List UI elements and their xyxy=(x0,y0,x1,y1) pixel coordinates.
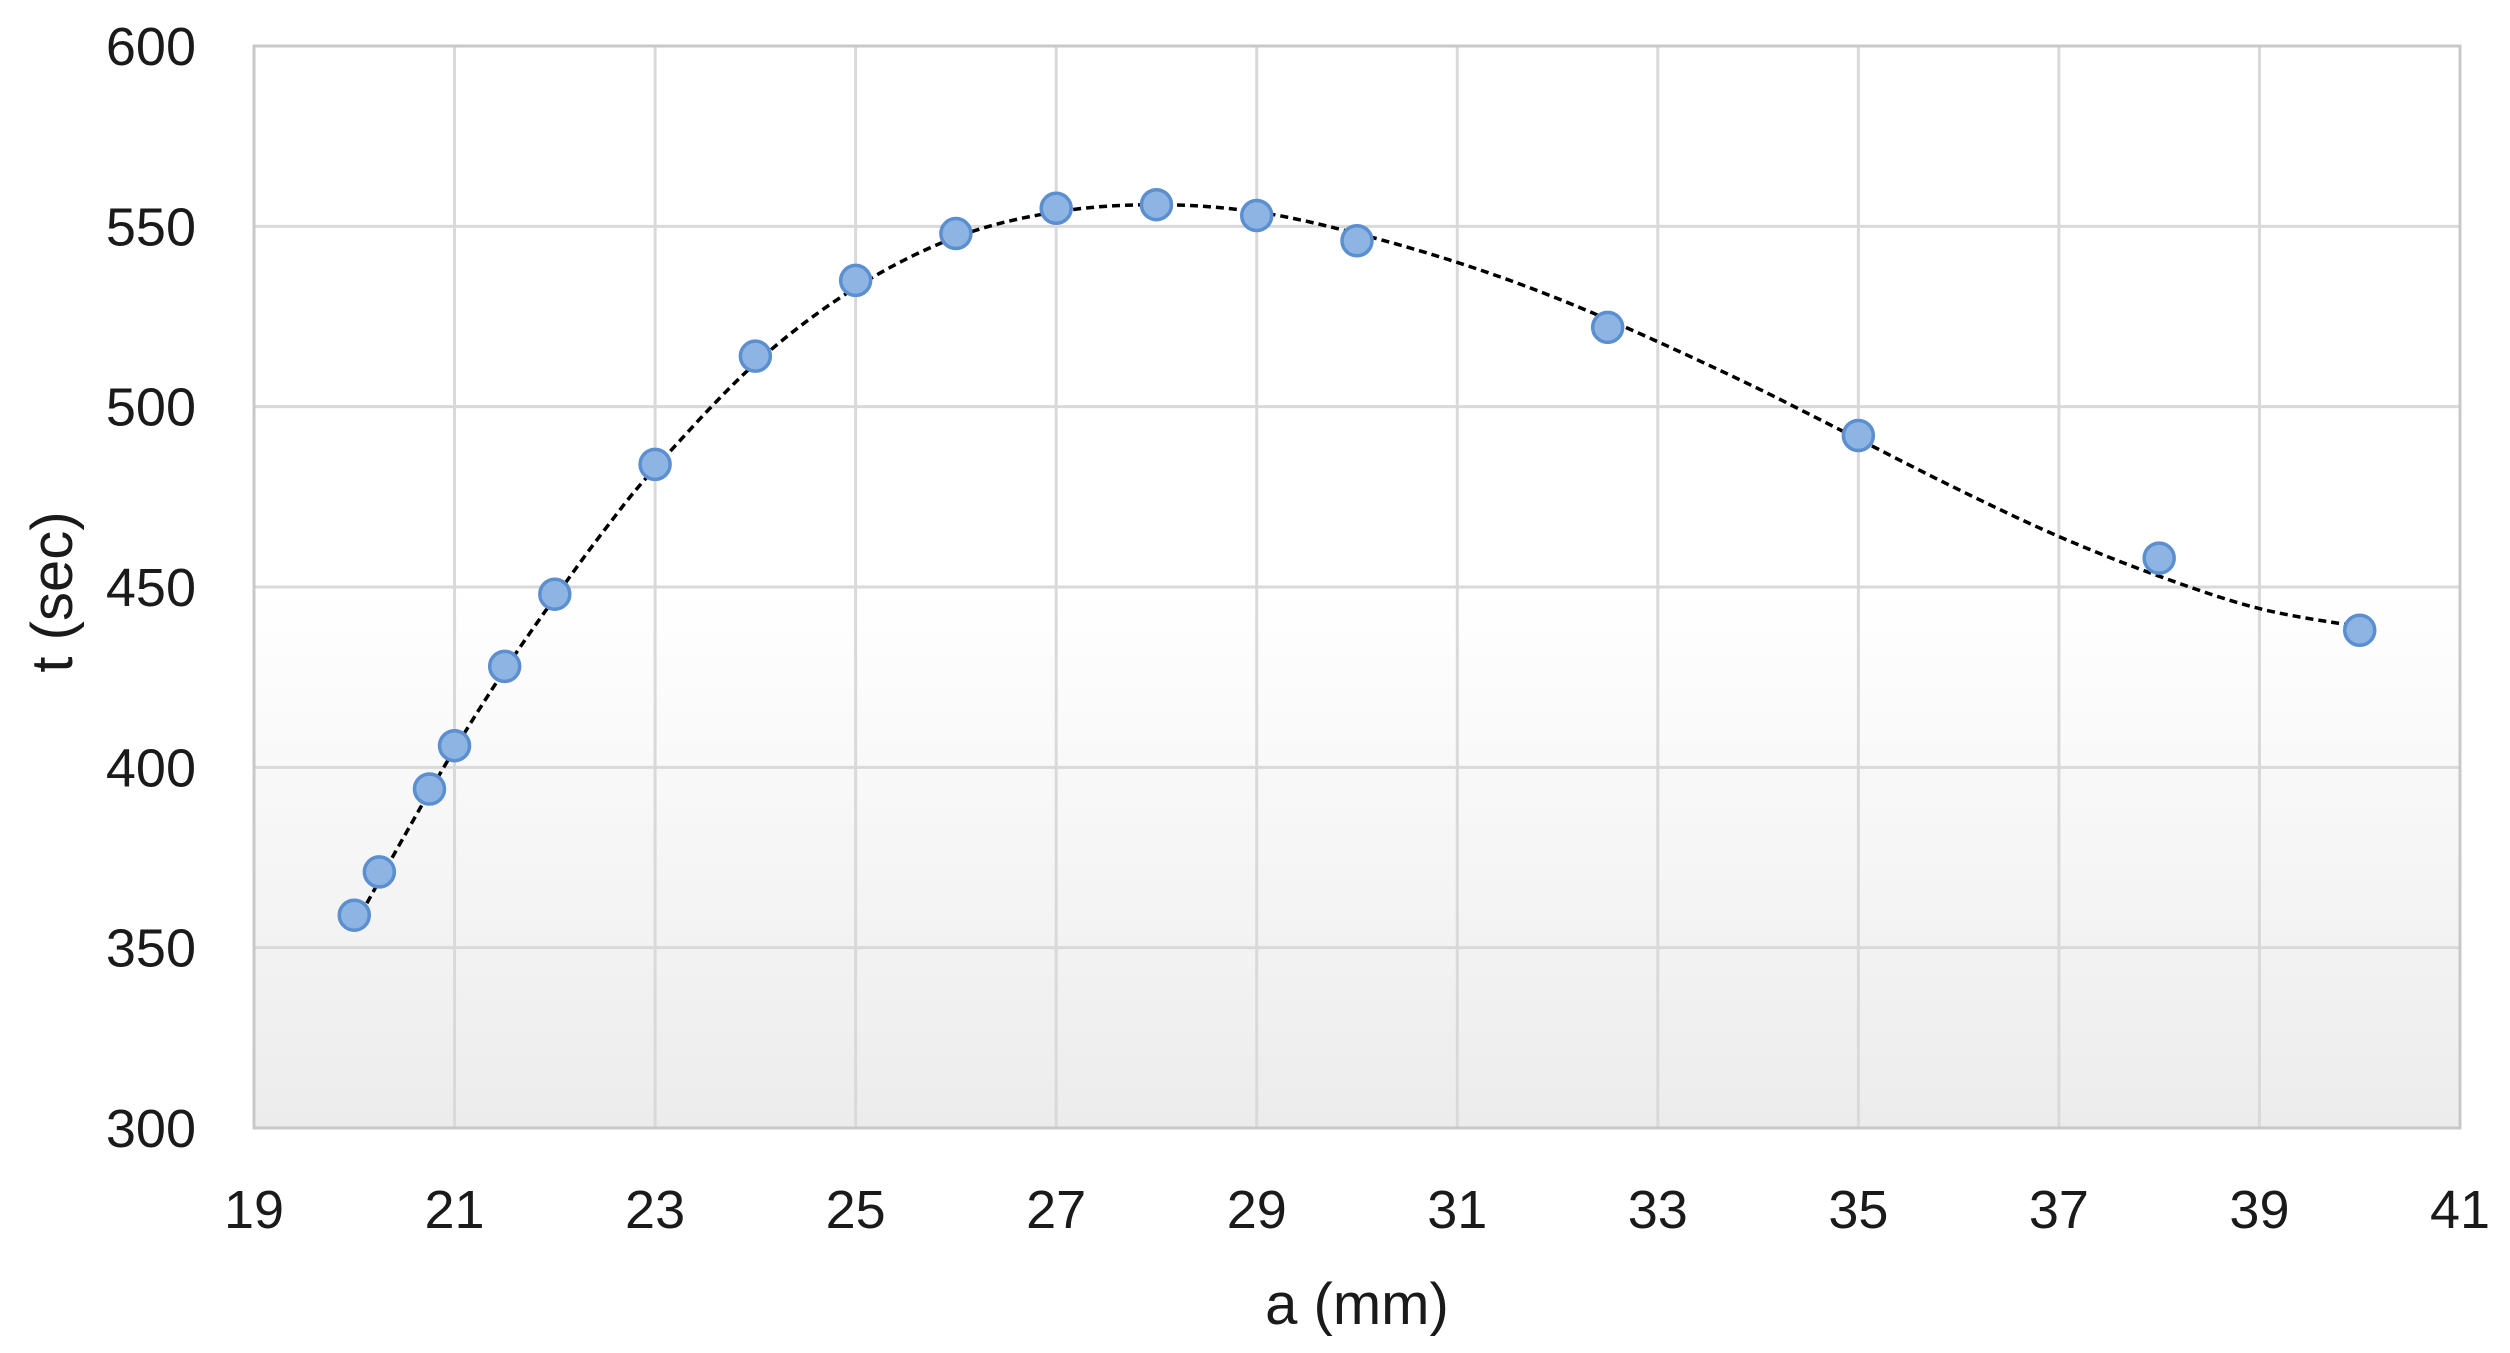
data-point xyxy=(362,855,397,889)
x-tick-label: 31 xyxy=(1427,1180,1487,1240)
y-tick-label: 450 xyxy=(106,558,196,618)
y-axis-ticks: 300 350 400 450 500 550 600 xyxy=(106,17,196,1159)
x-tick-label: 41 xyxy=(2430,1180,2490,1240)
data-point xyxy=(2142,541,2176,575)
y-tick-label: 300 xyxy=(106,1099,196,1159)
data-point xyxy=(1340,224,1374,258)
x-axis-ticks: 19 21 23 25 27 29 31 33 35 37 39 41 xyxy=(224,1180,2490,1240)
x-tick-label: 21 xyxy=(425,1180,485,1240)
x-tick-label: 19 xyxy=(224,1180,284,1240)
y-axis-title: t (sec) xyxy=(20,511,85,672)
y-tick-label: 350 xyxy=(106,919,196,979)
data-point xyxy=(437,728,472,763)
x-tick-label: 37 xyxy=(2029,1180,2089,1240)
data-point xyxy=(838,263,873,298)
data-point xyxy=(1139,187,1174,222)
data-point xyxy=(738,339,773,373)
x-axis-title: a (mm) xyxy=(1265,1272,1449,1337)
x-tick-label: 23 xyxy=(625,1180,685,1240)
y-tick-label: 400 xyxy=(106,738,196,798)
data-point xyxy=(487,649,522,684)
plot-area-frame xyxy=(252,44,2462,1130)
y-tick-label: 550 xyxy=(106,197,196,257)
y-tick-label: 500 xyxy=(106,378,196,438)
data-point xyxy=(1039,191,1073,226)
y-tick-label: 600 xyxy=(106,17,196,77)
x-tick-label: 39 xyxy=(2229,1180,2289,1240)
x-tick-label: 27 xyxy=(1026,1180,1086,1240)
x-tick-label: 33 xyxy=(1628,1180,1688,1240)
x-tick-label: 25 xyxy=(826,1180,886,1240)
data-points-layer xyxy=(337,187,2377,932)
data-point xyxy=(1590,310,1625,345)
data-point xyxy=(638,447,672,482)
data-point xyxy=(939,216,973,251)
x-tick-label: 29 xyxy=(1227,1180,1287,1240)
data-point xyxy=(1841,418,1876,453)
data-point xyxy=(2342,613,2377,648)
data-point xyxy=(412,772,447,806)
data-point xyxy=(1239,198,1274,233)
data-point xyxy=(337,898,372,932)
x-tick-label: 35 xyxy=(1828,1180,1888,1240)
data-point xyxy=(538,577,572,611)
